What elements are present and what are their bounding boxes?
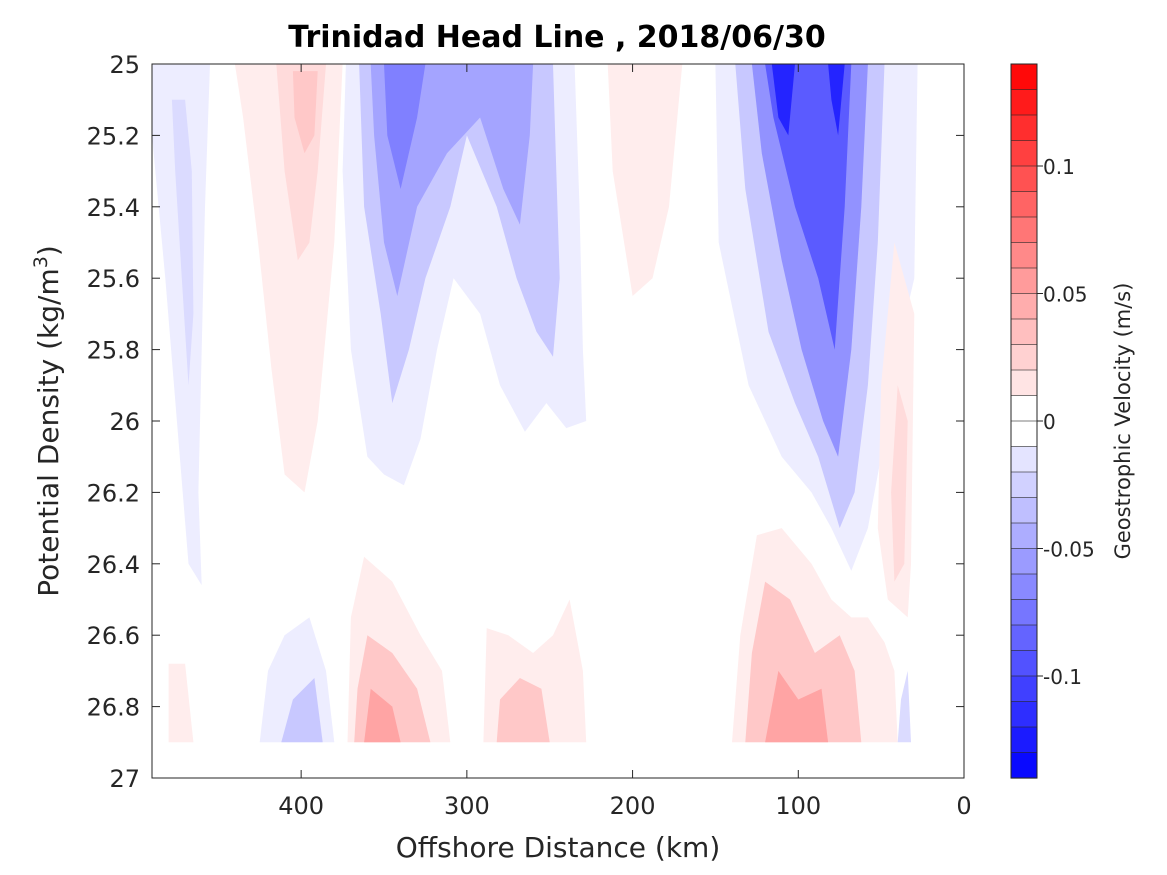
y-tick-label-5: 26 bbox=[109, 408, 140, 436]
y-tick-label-10: 27 bbox=[109, 765, 140, 793]
x-tick-label-0: 400 bbox=[278, 792, 324, 820]
y-tick-label-2: 25.4 bbox=[87, 194, 140, 222]
colorbar-segment-5 bbox=[1010, 191, 1038, 218]
contour-region-18 bbox=[168, 663, 194, 743]
colorbar-segment-24 bbox=[1010, 675, 1038, 703]
colorbar-segment-7 bbox=[1010, 242, 1038, 269]
colorbar-segment-2 bbox=[1010, 114, 1038, 142]
colorbar-segment-13 bbox=[1010, 395, 1038, 422]
colorbar-segment-8 bbox=[1010, 267, 1038, 295]
colorbar-segment-25 bbox=[1010, 701, 1038, 728]
colorbar-segment-3 bbox=[1010, 140, 1038, 167]
y-tick-label-6: 26.2 bbox=[87, 479, 140, 507]
colorbar-tick-label-3: -0.05 bbox=[1043, 538, 1095, 562]
contour-fills bbox=[152, 64, 918, 743]
colorbar-tick-label-0: 0.1 bbox=[1043, 155, 1075, 179]
colorbar-segment-0 bbox=[1010, 63, 1038, 91]
y-axis-label-main: Potential Density (kg/m bbox=[32, 268, 65, 597]
y-tick-label-7: 26.4 bbox=[87, 551, 140, 579]
colorbar-segment-23 bbox=[1010, 650, 1038, 677]
y-axis-label: Potential Density (kg/m3) bbox=[30, 245, 65, 597]
contour-region-25 bbox=[496, 678, 550, 743]
colorbar-segment-26 bbox=[1010, 726, 1038, 754]
colorbar-tick-label-2: 0 bbox=[1043, 410, 1056, 434]
colorbar-segment-4 bbox=[1010, 165, 1038, 193]
colorbar-segment-19 bbox=[1010, 548, 1038, 575]
contour-region-15 bbox=[828, 64, 845, 136]
colorbar-segment-9 bbox=[1010, 293, 1038, 320]
y-axis-ticks: 25 25.2 25.4 25.6 25.8 26 26.2 26.4 26.6 26.8 27 bbox=[87, 51, 964, 793]
colorbar-segment-18 bbox=[1010, 522, 1038, 550]
colorbar-segment-11 bbox=[1010, 344, 1038, 371]
colorbar-segment-27 bbox=[1010, 752, 1038, 779]
x-tick-label-4: 0 bbox=[956, 792, 971, 820]
colorbar-segment-22 bbox=[1010, 624, 1038, 652]
colorbar-segment-1 bbox=[1010, 89, 1038, 116]
x-axis-label: Offshore Distance (km) bbox=[396, 831, 721, 864]
y-tick-label-9: 26.8 bbox=[87, 694, 140, 722]
colorbar-tick-label-1: 0.05 bbox=[1043, 283, 1088, 307]
y-tick-label-8: 26.6 bbox=[87, 622, 140, 650]
colorbar-segment-6 bbox=[1010, 216, 1038, 244]
colorbar bbox=[1010, 63, 1038, 779]
contour-region-29 bbox=[897, 670, 911, 743]
x-tick-label-1: 300 bbox=[444, 792, 490, 820]
x-tick-label-3: 100 bbox=[775, 792, 821, 820]
colorbar-segment-20 bbox=[1010, 573, 1038, 601]
colorbar-label: Geostrophic Velocity (m/s) bbox=[1111, 283, 1135, 560]
contour-region-0 bbox=[152, 64, 210, 586]
y-axis-label-superscript: 3 bbox=[30, 256, 52, 268]
x-tick-label-2: 200 bbox=[610, 792, 656, 820]
colorbar-tick-label-4: -0.1 bbox=[1043, 665, 1082, 689]
y-tick-label-4: 25.8 bbox=[87, 337, 140, 365]
y-tick-label-0: 25 bbox=[109, 51, 140, 79]
contour-region-8 bbox=[384, 64, 426, 189]
colorbar-segment-16 bbox=[1010, 471, 1038, 499]
contour-region-23 bbox=[364, 688, 401, 743]
chart-title: Trinidad Head Line , 2018/06/30 bbox=[288, 20, 825, 55]
y-axis-label-close: ) bbox=[32, 245, 65, 256]
colorbar-segment-21 bbox=[1010, 599, 1038, 626]
contour-region-28 bbox=[765, 670, 829, 743]
contour-region-20 bbox=[281, 678, 323, 743]
contour-region-1 bbox=[171, 99, 194, 386]
y-tick-label-3: 25.6 bbox=[87, 265, 140, 293]
colorbar-segment-10 bbox=[1010, 318, 1038, 346]
contour-region-13 bbox=[765, 64, 852, 350]
contour-region-9 bbox=[607, 64, 683, 296]
x-axis-ticks: 400 300 200 100 0 bbox=[278, 64, 972, 820]
colorbar-segment-14 bbox=[1010, 420, 1038, 448]
contour-region-14 bbox=[771, 64, 795, 136]
y-tick-label-1: 25.2 bbox=[87, 122, 140, 150]
colorbar-segment-12 bbox=[1010, 369, 1038, 397]
colorbar-segment-17 bbox=[1010, 497, 1038, 524]
colorbar-ticks: 0.1 0.05 0 -0.05 -0.1 bbox=[1037, 155, 1095, 689]
contour-region-17 bbox=[891, 385, 908, 582]
contour-region-4 bbox=[292, 71, 318, 154]
colorbar-segment-15 bbox=[1010, 446, 1038, 473]
